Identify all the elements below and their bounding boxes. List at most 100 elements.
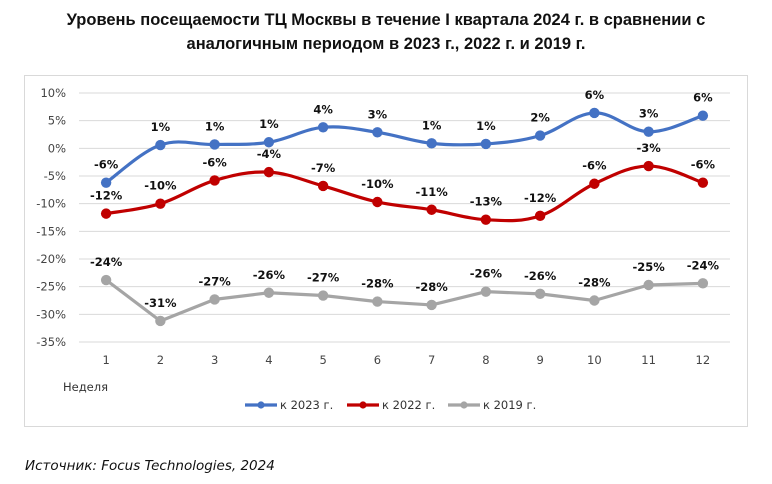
- legend-label: к 2019 г.: [483, 398, 536, 412]
- data-point: [534, 288, 546, 300]
- data-point: [480, 138, 492, 150]
- data-point: [263, 287, 275, 298]
- y-axis-ticks: 10% 5% 0% -5% -10% -15% -20% -25% -30% -35%: [36, 86, 66, 349]
- data-label: -28%: [578, 276, 611, 290]
- data-label: -11%: [415, 185, 448, 199]
- y-tick-label: -5%: [44, 169, 66, 183]
- data-label: -4%: [257, 147, 282, 161]
- x-tick-label: 12: [696, 353, 711, 367]
- data-point: [426, 138, 437, 149]
- x-tick-label: 7: [428, 353, 435, 367]
- data-point: [317, 122, 329, 133]
- legend-marker: [460, 401, 468, 409]
- x-tick-label: 10: [587, 353, 602, 367]
- data-label: -6%: [202, 155, 227, 169]
- series-1: [100, 107, 709, 188]
- data-label: 2%: [530, 111, 550, 125]
- data-point: [426, 204, 437, 215]
- data-point: [643, 126, 654, 137]
- data-point: [100, 208, 112, 219]
- data-point: [426, 299, 437, 311]
- x-tick-label: 1: [102, 353, 109, 367]
- x-tick-label: 6: [374, 353, 381, 367]
- x-tick-label: 5: [319, 353, 326, 367]
- data-point: [263, 137, 275, 148]
- legend: к 2023 г. к 2022 г. к 2019 г.: [245, 398, 536, 412]
- data-label: -27%: [307, 271, 340, 285]
- data-label: -10%: [144, 179, 177, 193]
- data-point: [209, 139, 220, 150]
- y-tick-label: 5%: [48, 114, 66, 128]
- data-point: [589, 295, 600, 306]
- y-tick-label: -35%: [36, 335, 66, 349]
- data-label: 1%: [476, 119, 496, 133]
- data-label: -27%: [198, 274, 231, 288]
- data-label: 1%: [205, 119, 225, 133]
- legend-item: к 2019 г.: [448, 398, 536, 412]
- data-label: -26%: [253, 268, 286, 282]
- data-label: 4%: [313, 102, 333, 116]
- data-label: -6%: [691, 158, 716, 172]
- x-tick-label: 4: [265, 353, 272, 367]
- data-point: [209, 175, 220, 186]
- series-2: [100, 160, 709, 225]
- series-line: [104, 164, 705, 223]
- legend-marker: [257, 401, 265, 409]
- legend-item: к 2022 г.: [347, 398, 435, 412]
- data-label: 1%: [422, 118, 442, 132]
- y-tick-label: 10%: [40, 86, 66, 100]
- data-label: -6%: [94, 158, 119, 172]
- chart-title: Уровень посещаемости ТЦ Москвы в течение…: [0, 8, 772, 56]
- data-point: [697, 110, 709, 121]
- data-label: 6%: [585, 88, 605, 102]
- data-point: [372, 296, 383, 307]
- legend-label: к 2022 г.: [382, 398, 435, 412]
- y-tick-label: -30%: [36, 307, 66, 321]
- data-point: [589, 107, 600, 119]
- data-point: [643, 160, 654, 172]
- data-label: -26%: [524, 269, 557, 283]
- chart-frame: [24, 75, 748, 427]
- gridlines: [79, 92, 730, 343]
- x-tick-label: 3: [211, 353, 218, 367]
- y-tick-label: -15%: [36, 224, 66, 238]
- data-label: -13%: [470, 195, 503, 209]
- data-point: [589, 178, 600, 189]
- data-point: [480, 286, 492, 297]
- data-point: [643, 279, 654, 291]
- data-label: -28%: [361, 277, 394, 291]
- source-note: Источник: Focus Technologies, 2024: [25, 458, 275, 474]
- chart-title-line-1: Уровень посещаемости ТЦ Москвы в течение…: [66, 11, 706, 29]
- data-label: -10%: [361, 177, 394, 191]
- data-label: -24%: [90, 255, 123, 269]
- data-label: 1%: [151, 120, 171, 134]
- data-label: -3%: [636, 141, 661, 155]
- y-tick-label: 0%: [48, 141, 66, 155]
- chart-title-line-2: аналогичным периодом в 2023 г., 2022 г. …: [186, 35, 586, 53]
- x-tick-label: 8: [482, 353, 489, 367]
- data-point: [372, 196, 383, 208]
- data-label: -31%: [144, 296, 177, 310]
- data-label: 3%: [639, 107, 659, 121]
- data-point: [317, 290, 329, 301]
- y-tick-label: -10%: [36, 197, 66, 211]
- series-group: [100, 107, 709, 327]
- series-line: [104, 278, 705, 323]
- data-label: -28%: [415, 280, 448, 294]
- data-point: [534, 210, 546, 222]
- data-label: -6%: [582, 159, 607, 173]
- data-labels: -6% 1% 1% 1% 4% 3% 1% 1% 2% 6% 3% 6% -12% -10% -6% -4% -…: [90, 88, 720, 310]
- data-point: [697, 278, 709, 289]
- data-point: [100, 177, 112, 188]
- data-label: -7%: [311, 161, 336, 175]
- data-point: [697, 177, 709, 188]
- y-tick-label: -20%: [36, 252, 66, 266]
- data-point: [480, 214, 492, 225]
- legend-marker: [359, 401, 367, 409]
- data-point: [534, 130, 546, 141]
- x-tick-label: 11: [641, 353, 656, 367]
- y-tick-label: -25%: [36, 280, 66, 294]
- data-label: 1%: [259, 117, 279, 131]
- series-3: [100, 274, 709, 327]
